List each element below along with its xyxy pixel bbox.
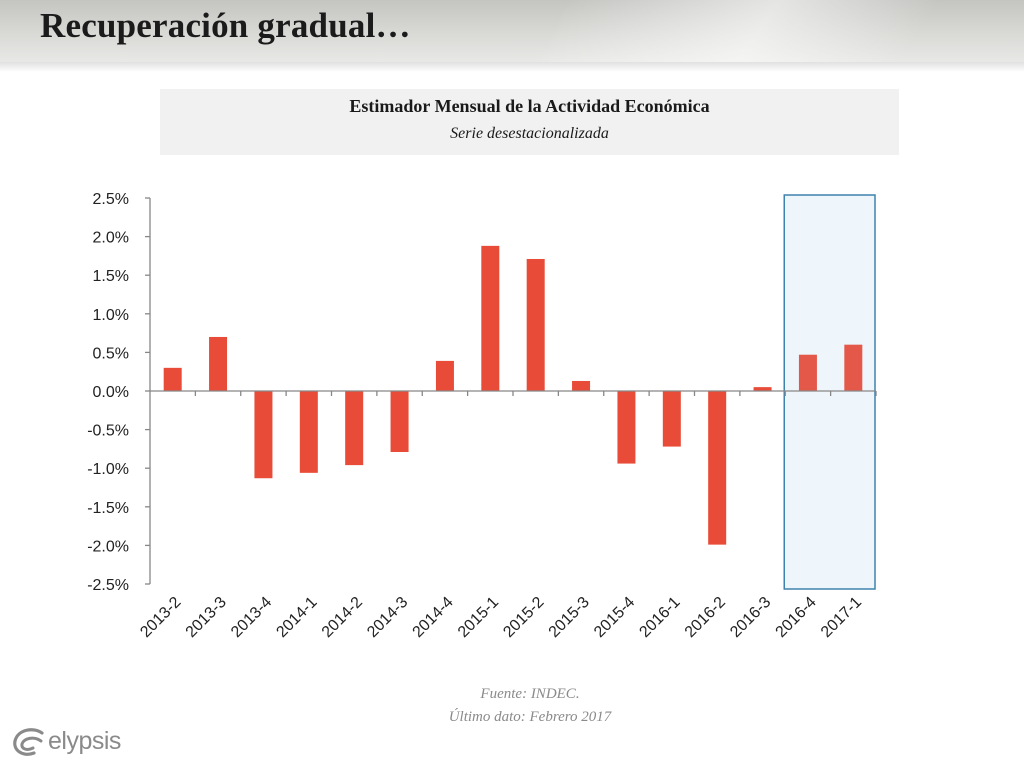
x-tick-label: 2014-2 xyxy=(319,594,366,641)
y-tick-label: -1.0% xyxy=(87,461,129,478)
x-tick-label: 2014-3 xyxy=(364,594,411,641)
bar-2013-4 xyxy=(254,391,273,479)
bar-2016-4 xyxy=(798,354,817,391)
bar-2016-2 xyxy=(708,391,727,545)
x-tick-label: 2017-1 xyxy=(818,594,865,641)
y-tick-label: 0.5% xyxy=(93,345,129,362)
elypsis-logo: elypsis xyxy=(12,725,142,761)
bar-2015-2 xyxy=(526,258,545,391)
slide-title: Recuperación gradual… xyxy=(40,6,411,45)
x-tick-label: 2015-2 xyxy=(500,594,547,641)
y-tick-label: 2.5% xyxy=(93,191,129,208)
y-tick-label: -0.5% xyxy=(87,423,129,440)
bar-2014-2 xyxy=(345,391,364,466)
x-tick-label: 2016-3 xyxy=(727,594,774,641)
logo-text: elypsis xyxy=(48,727,121,755)
y-tick-label: 2.0% xyxy=(93,230,129,247)
x-tick-label: 2015-4 xyxy=(591,594,638,641)
source-note: Fuente: INDEC. xyxy=(480,686,580,702)
x-tick-label: 2015-1 xyxy=(455,594,502,641)
x-tick-label: 2016-1 xyxy=(636,594,683,641)
bar-2013-3 xyxy=(209,336,228,391)
y-tick-label: -1.5% xyxy=(87,500,129,517)
header-band xyxy=(0,0,1024,62)
x-tick-label: 2016-2 xyxy=(682,594,729,641)
bar-2013-2 xyxy=(163,367,182,391)
y-tick-label: 1.5% xyxy=(93,268,129,285)
y-tick-label: 0.0% xyxy=(93,384,129,401)
x-tick-label: 2016-4 xyxy=(773,594,820,641)
highlight-box xyxy=(783,194,876,590)
x-tick-label: 2015-3 xyxy=(546,594,593,641)
bar-2015-3 xyxy=(572,380,591,391)
bar-2014-3 xyxy=(390,391,409,452)
x-tick-label: 2014-4 xyxy=(410,594,457,641)
chart-subtitle: Serie desestacionalizada xyxy=(450,125,609,142)
bar-2014-4 xyxy=(435,360,454,391)
bar-2016-1 xyxy=(662,391,681,447)
x-tick-label: 2013-4 xyxy=(228,594,275,641)
bar-2014-1 xyxy=(299,391,318,473)
chart-header: Estimador Mensual de la Actividad Económ… xyxy=(160,89,899,155)
bar-2015-4 xyxy=(617,391,636,464)
chart-title: Estimador Mensual de la Actividad Económ… xyxy=(349,96,710,116)
x-tick-label: 2013-3 xyxy=(183,594,230,641)
y-tick-label: -2.5% xyxy=(87,577,129,594)
elypsis-swirl-icon xyxy=(13,728,44,756)
bar-2017-1 xyxy=(844,344,863,391)
last-data-note: Último dato: Febrero 2017 xyxy=(448,709,612,725)
bar-2015-1 xyxy=(481,245,500,391)
header-shadow xyxy=(0,62,1024,72)
bar-2016-3 xyxy=(753,387,772,391)
x-tick-label: 2014-1 xyxy=(273,594,320,641)
x-tick-label: 2013-2 xyxy=(137,594,184,641)
y-tick-label: 1.0% xyxy=(93,307,129,324)
y-tick-label: -2.0% xyxy=(87,538,129,555)
